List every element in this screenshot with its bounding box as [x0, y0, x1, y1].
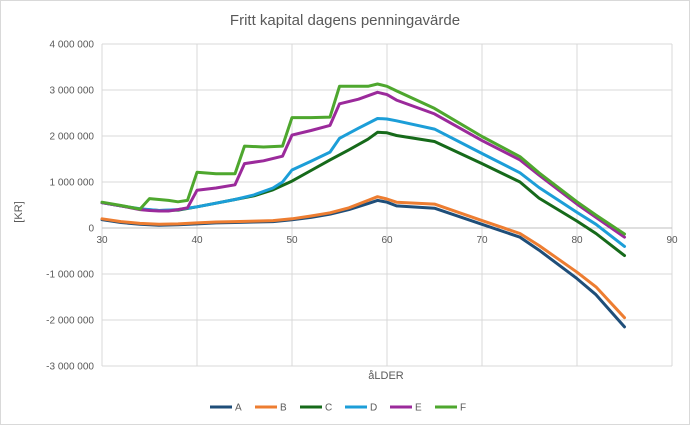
y-tick-label: -2 000 000 — [46, 316, 94, 327]
y-tick-label: 2 000 000 — [50, 132, 95, 143]
y-tick-label: -1 000 000 — [46, 270, 94, 281]
chart-title: Fritt kapital dagens penningavärde — [230, 12, 460, 29]
y-tick-labels: 4 000 000 3 000 000 2 000 000 1 000 000 0 -1 … — [46, 40, 94, 373]
y-tick-label: 1 000 000 — [50, 178, 95, 189]
y-tick-label: 4 000 000 — [50, 40, 95, 51]
y-tick-label: 3 000 000 — [50, 86, 95, 97]
series-line-a — [100, 198, 626, 329]
x-tick-label: 70 — [476, 235, 488, 246]
series-line-e — [100, 90, 626, 239]
y-axis-label: [KR] — [13, 201, 25, 222]
x-tick-labels: 30 40 50 60 70 80 90 — [96, 235, 678, 246]
series-lines — [100, 82, 626, 329]
legend: A B C D E F — [210, 403, 466, 414]
legend-label-f: F — [460, 403, 466, 414]
legend-label-d: D — [370, 403, 377, 414]
legend-label-c: C — [325, 403, 332, 414]
legend-label-e: E — [415, 403, 422, 414]
x-tick-label: 60 — [381, 235, 393, 246]
series-line-b — [100, 195, 626, 320]
x-tick-label: 30 — [96, 235, 108, 246]
y-tick-label: 0 — [88, 224, 94, 235]
series-line-f — [100, 82, 626, 236]
legend-label-a: A — [235, 403, 242, 414]
x-tick-label: 40 — [191, 235, 203, 246]
x-tick-label: 50 — [286, 235, 298, 246]
x-tick-label: 80 — [571, 235, 583, 246]
x-axis-label: åLDER — [368, 370, 404, 382]
legend-label-b: B — [280, 403, 287, 414]
x-tick-label: 90 — [666, 235, 678, 246]
y-tick-label: -3 000 000 — [46, 362, 94, 373]
